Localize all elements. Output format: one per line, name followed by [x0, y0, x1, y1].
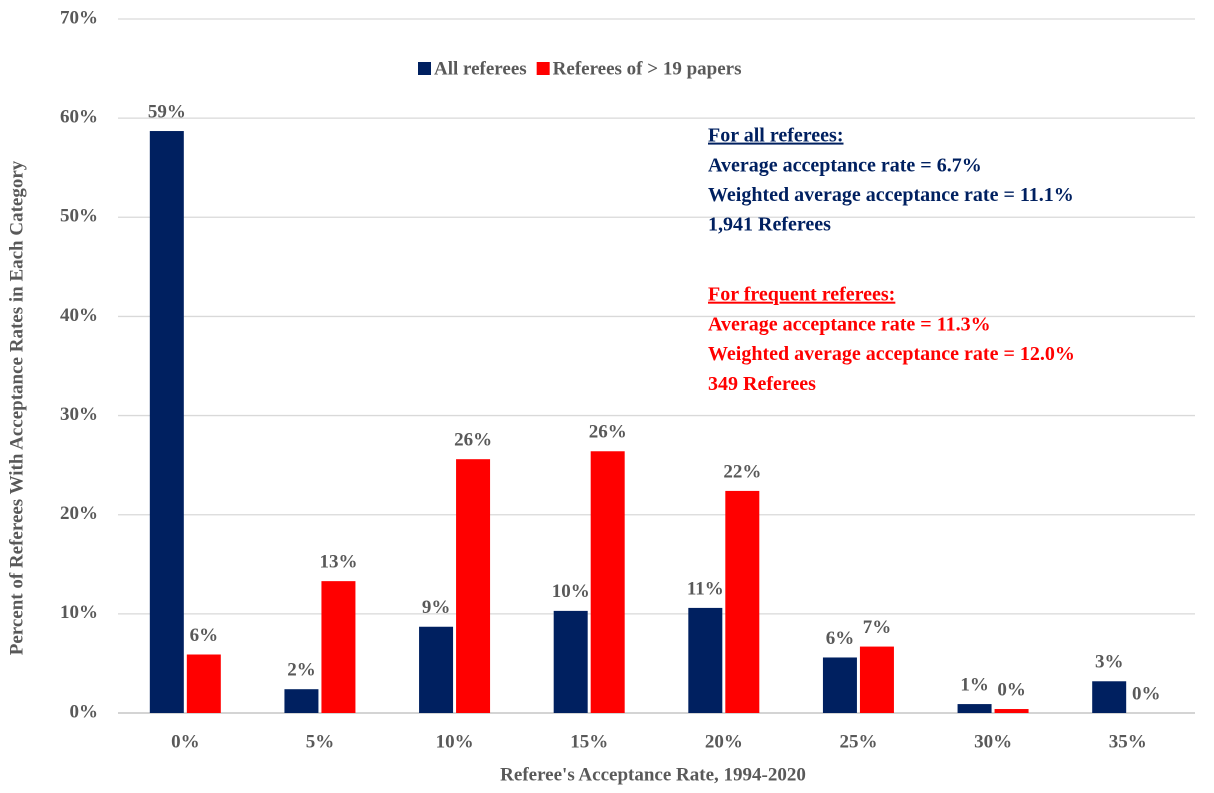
x-tick-label: 15% [570, 731, 608, 752]
bar [1092, 681, 1127, 713]
x-tick-label: 25% [839, 731, 877, 752]
annotations: For all referees: Average acceptance rate… [708, 125, 1075, 395]
bar [590, 451, 625, 713]
y-tick-label: 10% [60, 602, 98, 623]
bar [553, 610, 588, 713]
value-label: 0% [1132, 683, 1161, 704]
annotation-heading: For frequent referees: [708, 284, 895, 306]
bar [957, 704, 992, 713]
value-label: 2% [287, 660, 316, 681]
bar [284, 689, 319, 713]
legend-label: All referees [434, 58, 527, 79]
bar [822, 657, 857, 713]
annotation-line: 1,941 Referees [708, 214, 831, 236]
y-tick-label: 50% [60, 206, 98, 227]
value-label: 59% [148, 101, 186, 122]
annotation-line: Weighted average acceptance rate = 11.1% [708, 184, 1074, 206]
x-tick-label: 0% [171, 731, 200, 752]
value-label: 9% [422, 597, 451, 618]
value-label: 6% [190, 625, 219, 646]
bar [419, 626, 454, 713]
bar [186, 654, 221, 713]
annotation-line: Weighted average acceptance rate = 12.0% [708, 343, 1075, 365]
annotation-line: 349 Referees [708, 373, 816, 395]
value-label: 10% [552, 581, 590, 602]
bar [859, 646, 894, 713]
x-tick-label: 35% [1109, 731, 1147, 752]
bar [149, 131, 184, 713]
y-axis-label: Percent of Referees With Acceptance Rate… [6, 160, 27, 655]
annotation-line: Average acceptance rate = 11.3% [708, 313, 991, 335]
y-tick-label: 70% [60, 7, 98, 28]
x-tick-label: 30% [974, 731, 1012, 752]
value-label: 1% [960, 674, 989, 695]
y-tick-label: 30% [60, 404, 98, 425]
value-label: 26% [454, 430, 492, 451]
legend-label: Referees of > 19 papers [553, 58, 742, 79]
value-label: 0% [997, 679, 1026, 700]
bar [994, 709, 1029, 713]
value-label: 22% [723, 461, 761, 482]
value-label: 11% [687, 578, 724, 599]
y-tick-label: 0% [70, 701, 99, 722]
legend-swatch [418, 62, 431, 75]
x-tick-label: 10% [436, 731, 474, 752]
bar [456, 459, 491, 713]
value-label: 6% [826, 628, 855, 649]
bar [321, 581, 356, 713]
x-tick-label: 5% [306, 731, 335, 752]
value-label: 26% [589, 422, 627, 443]
y-tick-label: 20% [60, 503, 98, 524]
bar [725, 490, 760, 713]
annotation-heading: For all referees: [708, 125, 844, 147]
x-tick-label: 20% [705, 731, 743, 752]
annotation-line: Average acceptance rate = 6.7% [708, 154, 982, 176]
value-label: 7% [863, 617, 892, 638]
bar [688, 607, 723, 713]
value-label: 13% [319, 551, 357, 572]
y-tick-label: 60% [60, 107, 98, 128]
x-axis-label: Referee's Acceptance Rate, 1994-2020 [500, 764, 806, 785]
y-tick-label: 40% [60, 305, 98, 326]
value-label: 3% [1095, 652, 1124, 673]
legend-swatch [536, 62, 550, 75]
